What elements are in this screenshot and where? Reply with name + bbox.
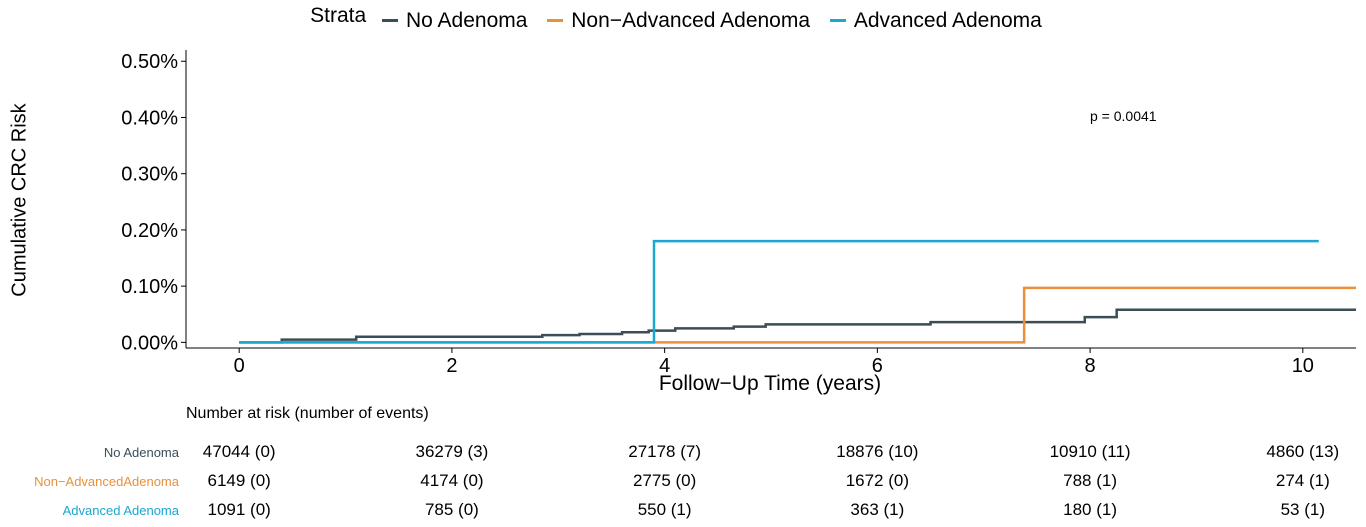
risk-table-cell: 1672 (0) bbox=[845, 471, 910, 490]
y-axis-label: Cumulative CRC Risk bbox=[8, 103, 31, 297]
risk-table-cell: 27178 (7) bbox=[628, 442, 702, 461]
risk-table-cell: 180 (1) bbox=[1063, 500, 1118, 519]
risk-row-label-advanced-adenoma: Advanced Adenoma bbox=[62, 503, 179, 518]
risk-table-title: Number at risk (number of events) bbox=[186, 405, 429, 422]
risk-table-cell: 6149 (0) bbox=[207, 471, 271, 490]
legend: Strata No Adenoma Non−Advanced Adenoma A… bbox=[0, 4, 1366, 33]
risk-table-cell: 274 (1) bbox=[1275, 471, 1330, 490]
y-tick-label: 0.10% bbox=[121, 276, 178, 298]
risk-row-label-no-adenoma: No Adenoma bbox=[103, 445, 179, 460]
y-tick-label: 0.00% bbox=[121, 332, 178, 354]
legend-item-non-advanced-adenoma: Non−Advanced Adenoma bbox=[547, 9, 810, 33]
legend-label-advanced-adenoma: Advanced Adenoma bbox=[853, 8, 1042, 32]
risk-table-cell: 785 (0) bbox=[424, 500, 479, 519]
legend-item-no-adenoma: No Adenoma bbox=[382, 9, 527, 33]
x-tick-label: 10 bbox=[1292, 355, 1314, 377]
risk-table-cell: 2775 (0) bbox=[632, 471, 697, 490]
risk-table-cell: 550 (1) bbox=[637, 500, 692, 519]
y-tick-label: 0.20% bbox=[121, 220, 178, 242]
legend-label-non-advanced-adenoma: Non−Advanced Adenoma bbox=[571, 8, 811, 32]
risk-table-cell: 788 (1) bbox=[1063, 471, 1118, 490]
risk-table-cell: 53 (1) bbox=[1280, 500, 1326, 519]
legend-title: Strata bbox=[310, 4, 367, 27]
legend-swatch-no-adenoma bbox=[382, 19, 398, 22]
risk-row-label-non-advanced-adenoma: Non−AdvancedAdenoma bbox=[34, 474, 179, 489]
risk-table-cell: 363 (1) bbox=[850, 500, 905, 519]
x-tick-label: 8 bbox=[1085, 355, 1096, 377]
risk-table-cell: 18876 (10) bbox=[836, 442, 919, 461]
legend-swatch-advanced-adenoma bbox=[829, 19, 846, 22]
series-line-non-advanced-adenoma bbox=[239, 286, 1356, 344]
x-tick-label: 6 bbox=[872, 355, 883, 377]
legend-item-advanced-adenoma: Advanced Adenoma bbox=[829, 8, 1042, 33]
series-line-no-adenoma bbox=[239, 308, 1356, 344]
y-tick-label: 0.40% bbox=[121, 107, 178, 129]
risk-table-cell: 47044 (0) bbox=[202, 442, 276, 461]
legend-swatch-non-advanced-adenoma bbox=[547, 19, 564, 22]
legend-label-no-adenoma: No Adenoma bbox=[406, 8, 528, 32]
km-plot: 0.00% 0.10% 0.20% 0.30% 0.40% 0.50% 0 2 4 6 8 10 bbox=[121, 50, 1356, 377]
x-axis-label: Follow−Up Time (years) bbox=[658, 372, 882, 395]
y-tick-label: 0.30% bbox=[121, 164, 178, 186]
x-tick-label: 0 bbox=[234, 355, 245, 377]
risk-table-cell: 36279 (3) bbox=[415, 442, 489, 461]
y-tick-label: 0.50% bbox=[121, 51, 178, 73]
risk-table-cell: 4860 (13) bbox=[1266, 442, 1340, 461]
risk-table-cell: 4174 (0) bbox=[420, 471, 484, 490]
risk-table-cell: 1091 (0) bbox=[207, 500, 271, 519]
risk-table-cell: 10910 (11) bbox=[1049, 442, 1131, 461]
series-line-advanced-adenoma bbox=[239, 239, 1319, 344]
x-tick-label: 2 bbox=[446, 355, 457, 377]
p-value-annotation: p = 0.0041 bbox=[1090, 108, 1157, 124]
x-tick-label: 4 bbox=[659, 355, 670, 377]
